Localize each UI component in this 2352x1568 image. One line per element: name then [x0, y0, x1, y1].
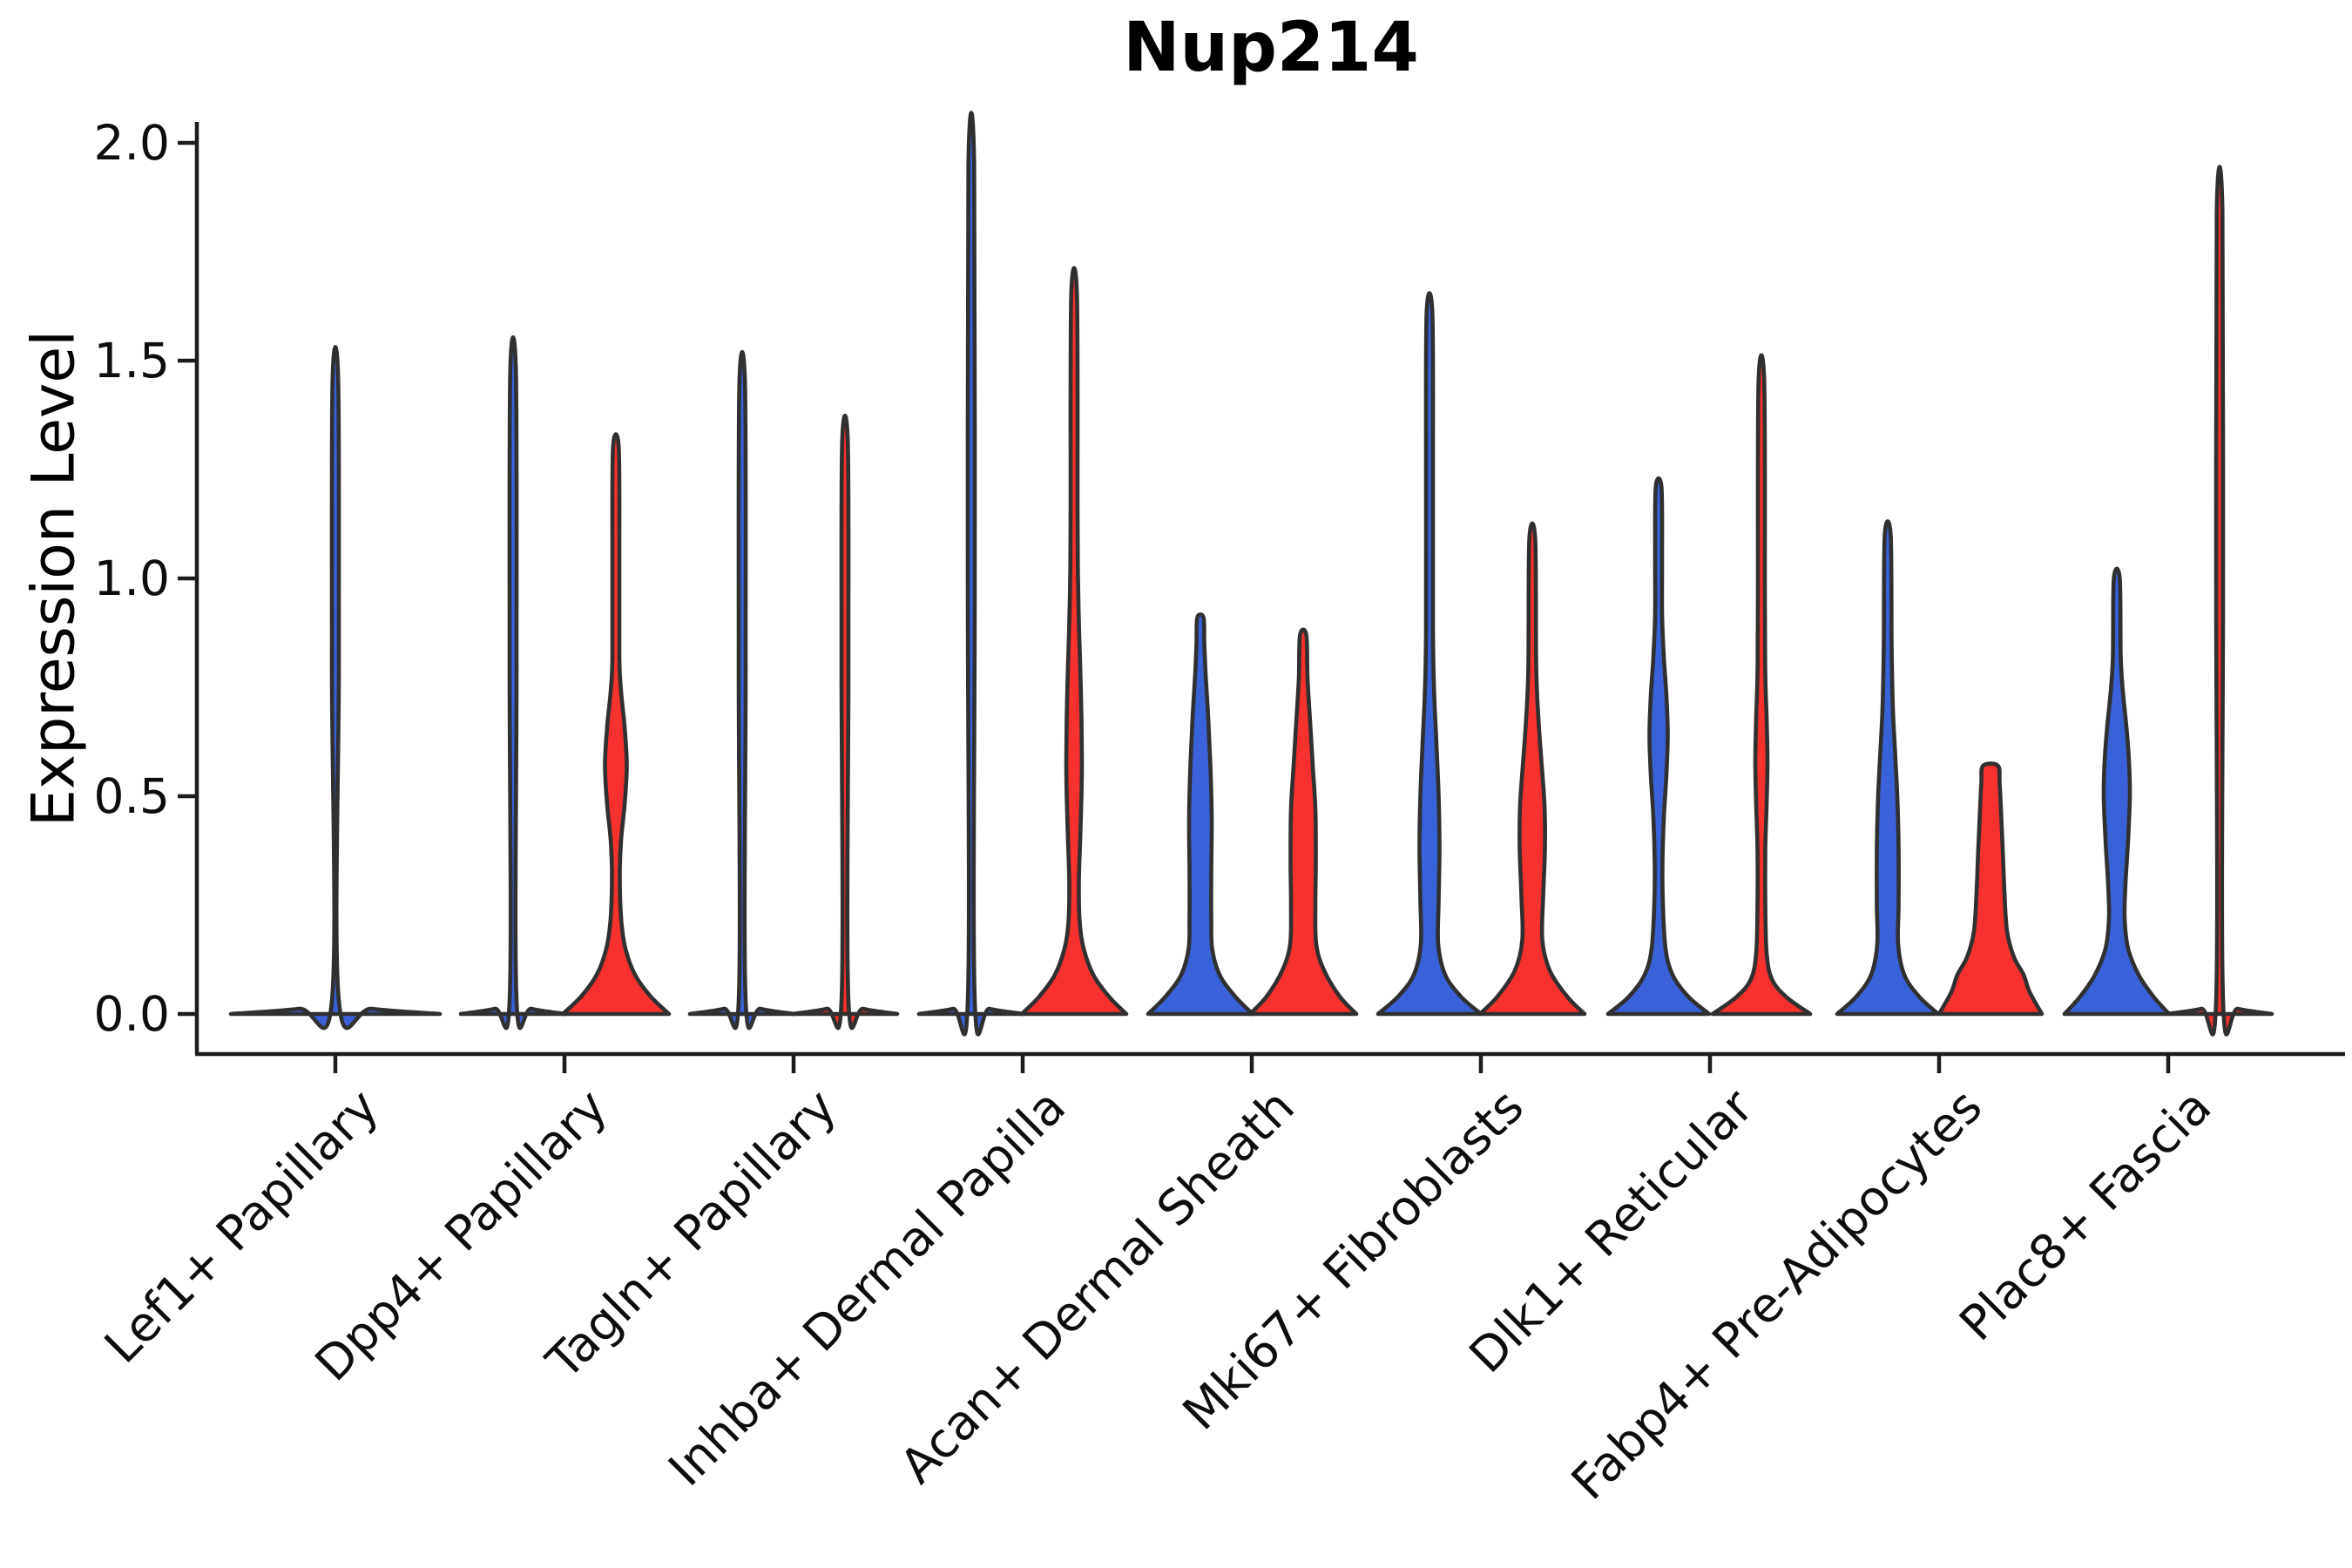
violin-acan-dermal-sheath-red [1247, 627, 1359, 1017]
violin-lef1-papillary-blue [228, 345, 443, 1031]
violin-tagln-papillary-blue [687, 350, 797, 1031]
violin-mki67-fibroblasts-red [1477, 521, 1587, 1017]
chart-title: Nup214 [1123, 9, 1419, 87]
violin-acan-dermal-sheath-blue [1146, 612, 1255, 1017]
violin-dpp4-papillary-red [560, 432, 672, 1017]
y-tick-label-2: 1.0 [93, 551, 170, 606]
violin-plac8-fascia-blue [2062, 566, 2172, 1017]
violin-dlk1-reticular-blue [1605, 476, 1712, 1017]
violin-dpp4-papillary-blue [458, 335, 568, 1031]
violin-inhba-dermal-papilla-red [1019, 266, 1129, 1017]
y-tick-label-4: 2.0 [93, 115, 170, 171]
violin-plac8-fascia-red [2165, 165, 2274, 1037]
violin-dlk1-reticular-red [1710, 353, 1813, 1017]
y-tick-label-3: 1.5 [93, 333, 170, 389]
violin-mki67-fibroblasts-blue [1375, 291, 1484, 1017]
y-tick-label-0: 0.0 [93, 986, 170, 1042]
y-axis-label: Expression Level [19, 329, 89, 828]
violin-fabp4-pre-adipocytes-red [1936, 761, 2044, 1017]
violin-fabp4-pre-adipocytes-blue [1835, 519, 1941, 1017]
violin-tagln-papillary-red [790, 413, 900, 1031]
y-tick-label-1: 0.5 [93, 768, 170, 824]
violin-inhba-dermal-papilla-blue [916, 111, 1026, 1037]
